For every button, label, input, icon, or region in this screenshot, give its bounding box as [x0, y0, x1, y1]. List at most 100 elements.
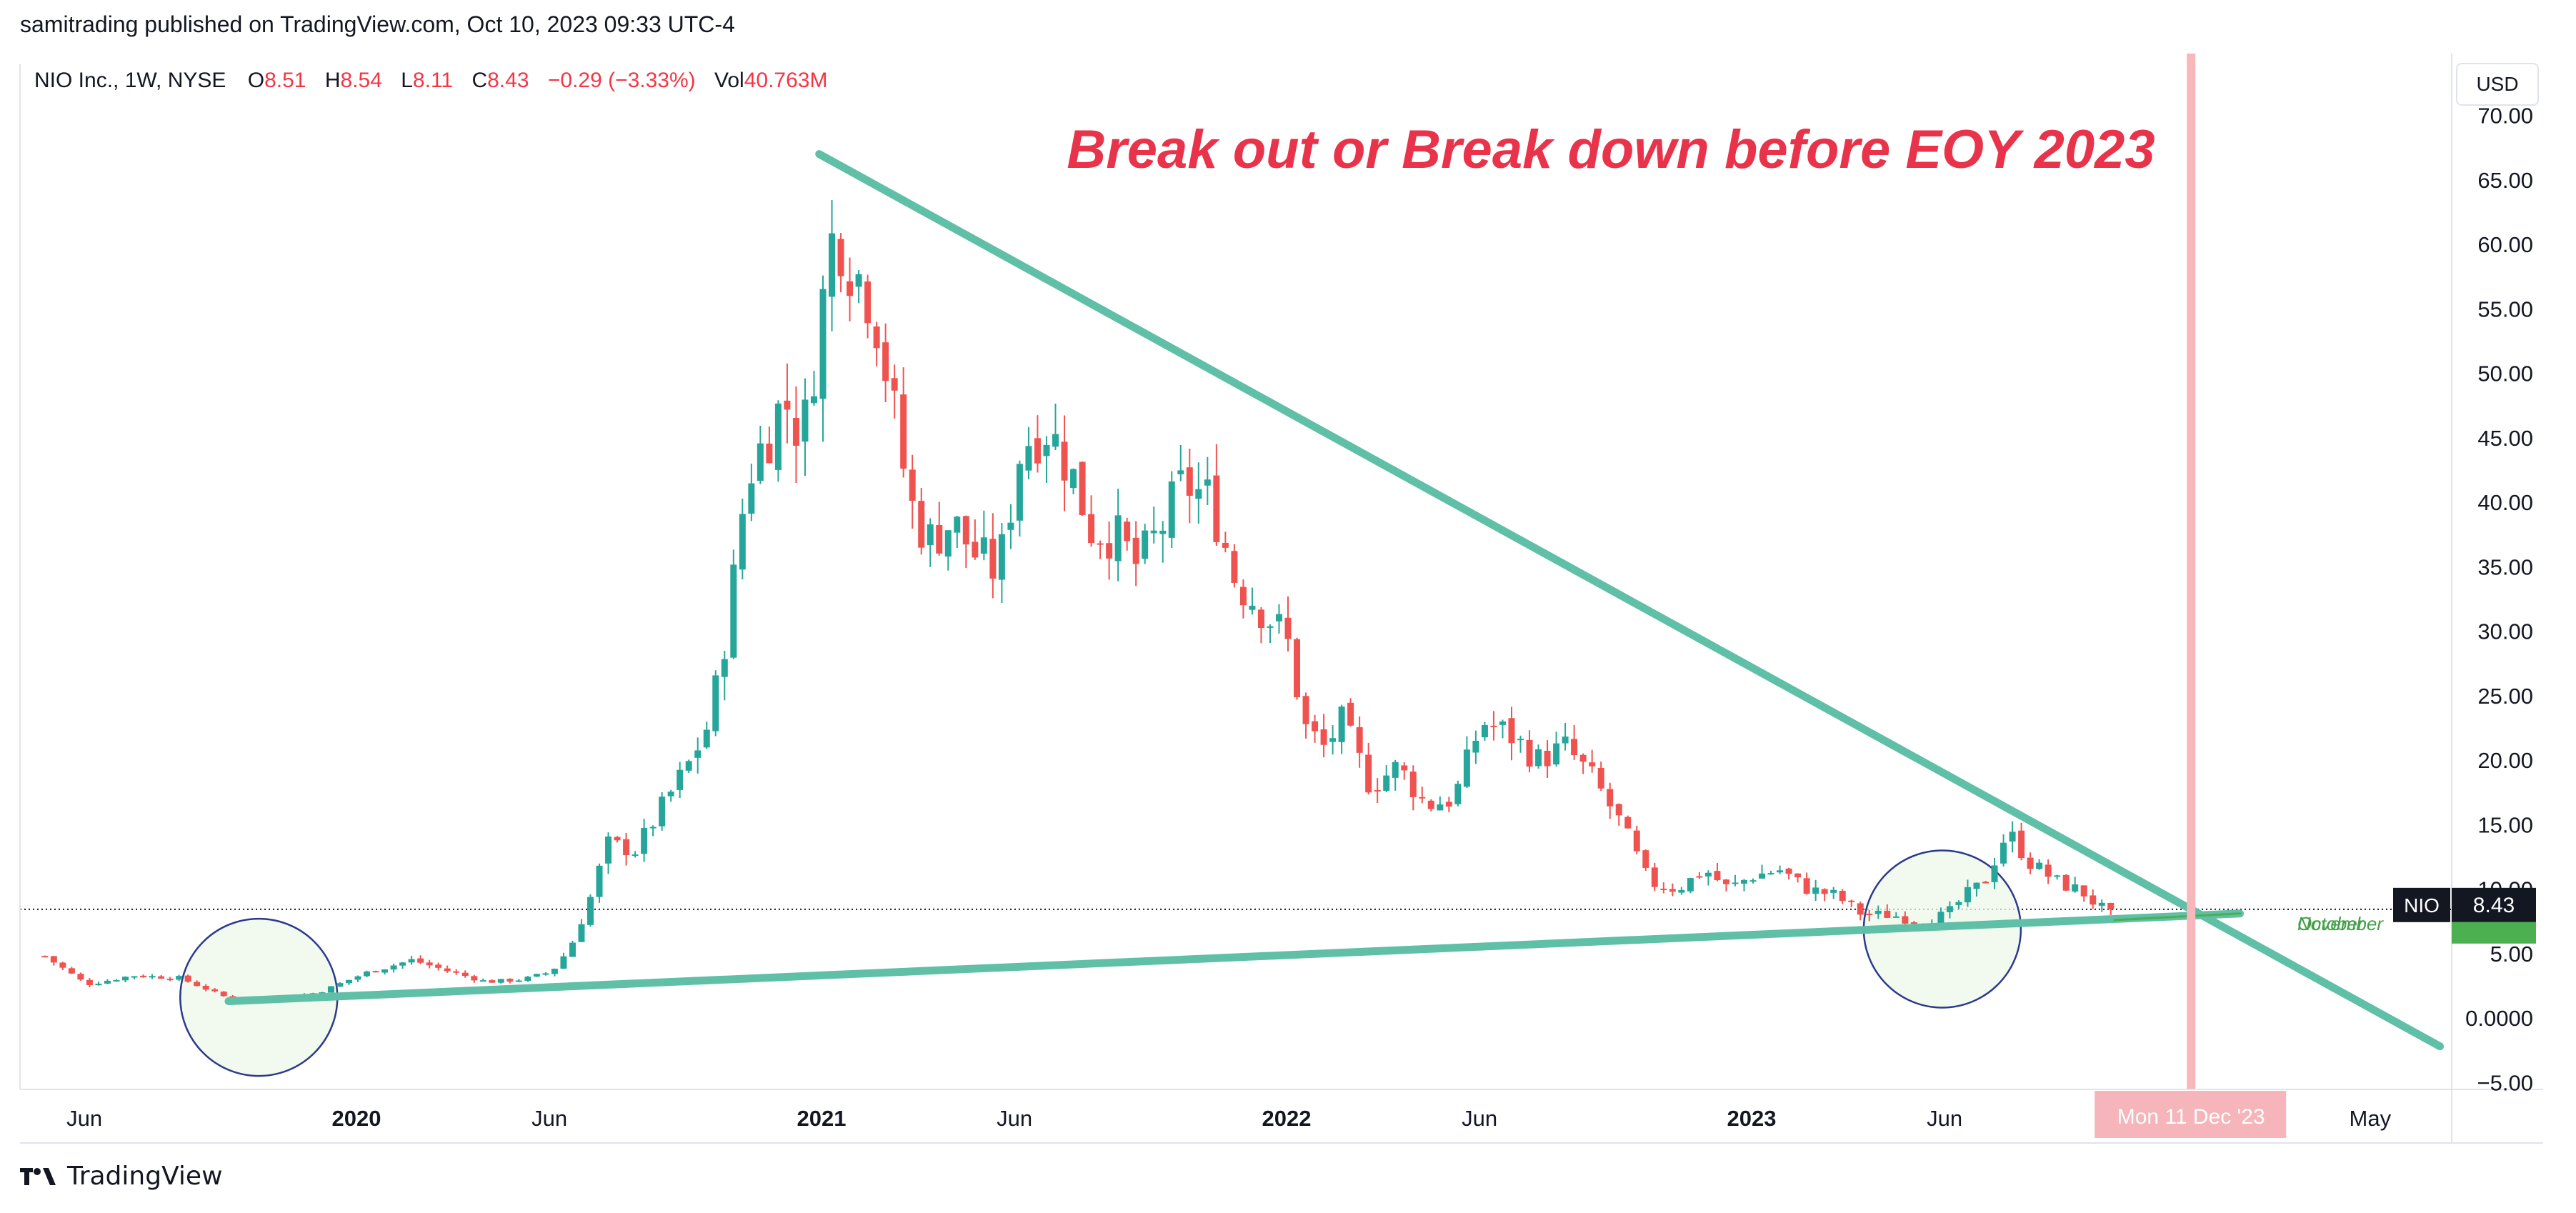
candle-body	[2036, 862, 2043, 869]
candle	[372, 970, 379, 973]
candle-body	[399, 962, 406, 966]
candle-body	[211, 989, 219, 992]
candle-body	[989, 539, 997, 579]
candle-body	[792, 417, 799, 446]
candle	[891, 364, 898, 419]
x-tick-label: 2022	[1262, 1106, 1312, 1131]
candle-body	[1848, 900, 1855, 902]
candle-body	[1383, 775, 1390, 791]
candle-body	[1767, 873, 1774, 875]
candle-body	[1785, 868, 1792, 874]
candle	[1294, 637, 1301, 700]
candle-body	[1669, 889, 1676, 892]
candle	[166, 977, 174, 982]
candle-body	[1106, 543, 1113, 559]
candle-body	[1642, 850, 1649, 868]
candle-body	[1052, 434, 1059, 447]
candle	[1866, 909, 1873, 922]
candle	[774, 400, 782, 482]
y-tick-label: 0.0000	[2465, 1006, 2533, 1031]
candle	[1848, 899, 1855, 907]
candle-body	[461, 972, 469, 977]
candle	[1257, 606, 1264, 644]
candle	[1687, 877, 1694, 894]
candle	[1490, 711, 1497, 741]
candle	[184, 974, 191, 983]
candle-body	[1267, 626, 1274, 628]
legend-volume-key: Vol	[714, 69, 744, 92]
y-tick-label: 70.00	[2477, 104, 2533, 129]
candle-body	[184, 975, 191, 982]
candle-body	[1973, 882, 1980, 889]
candle	[578, 919, 585, 942]
candle-body	[918, 501, 925, 548]
candle-body	[855, 274, 862, 287]
candle	[461, 970, 469, 978]
candle	[2036, 859, 2043, 870]
candle	[560, 952, 567, 969]
currency-button[interactable]: USD	[2456, 63, 2539, 106]
candle	[1821, 888, 1828, 902]
candle	[426, 959, 433, 969]
candle	[77, 972, 84, 981]
candle-body	[1884, 910, 1891, 918]
candle-body	[166, 979, 174, 981]
candle-body	[1687, 878, 1694, 892]
candle	[1052, 403, 1059, 450]
y-tick-label: 5.00	[2490, 942, 2533, 967]
candle-body	[1902, 916, 1909, 924]
legend-high-value: 8.54	[340, 69, 382, 92]
y-tick-label: −5.00	[2477, 1070, 2533, 1095]
candle-body	[1186, 467, 1193, 496]
price-note-label: November	[2297, 913, 2384, 934]
candle	[149, 974, 156, 979]
candle	[1222, 531, 1229, 553]
candle-body	[2054, 875, 2061, 877]
candle-body	[802, 399, 809, 442]
candle	[757, 425, 764, 484]
legend-close-value: 8.43	[487, 69, 529, 92]
candle	[1168, 471, 1175, 549]
candles-layer	[41, 199, 2115, 1003]
candle-body	[1517, 739, 1524, 741]
candle-body	[596, 865, 603, 897]
candle-body	[1445, 802, 1452, 807]
candle	[327, 986, 334, 993]
candle	[802, 378, 809, 476]
candle	[2018, 822, 2025, 861]
candle	[1275, 604, 1282, 634]
candle	[131, 976, 138, 979]
candle	[855, 270, 862, 304]
candle	[176, 974, 183, 982]
candle-body	[220, 992, 227, 997]
candle	[1124, 517, 1131, 551]
candle	[1347, 698, 1354, 727]
candle-body	[1874, 910, 1882, 914]
candle-body	[1759, 873, 1766, 879]
candle	[1302, 692, 1309, 739]
candle-body	[641, 827, 648, 854]
candle	[211, 988, 219, 993]
candle-body	[68, 968, 75, 974]
candle	[1794, 873, 1802, 883]
candle-body	[614, 837, 621, 841]
legend-low: L8.11	[401, 69, 471, 92]
candle-body	[113, 980, 120, 982]
y-axis-labels: 70.00 65.00 60.00 55.00 50.00 45.00 40.00 35.00…	[2465, 104, 2533, 1096]
candle	[989, 513, 997, 599]
candle	[1597, 762, 1604, 792]
candle-body	[1579, 754, 1587, 762]
candle-body	[354, 976, 361, 980]
candle	[1740, 879, 1747, 892]
candle-body	[1991, 865, 1998, 882]
candle	[1204, 456, 1211, 505]
candle	[479, 978, 486, 982]
candle-body	[1597, 767, 1604, 789]
candle	[649, 825, 657, 837]
candle-body	[417, 958, 424, 963]
price-badges: Mon 11 Dec '23 NIO 8.43	[2095, 887, 2536, 1138]
candle	[962, 515, 969, 569]
x-tick-label: Jun	[1462, 1106, 1497, 1131]
candle	[1374, 778, 1381, 804]
